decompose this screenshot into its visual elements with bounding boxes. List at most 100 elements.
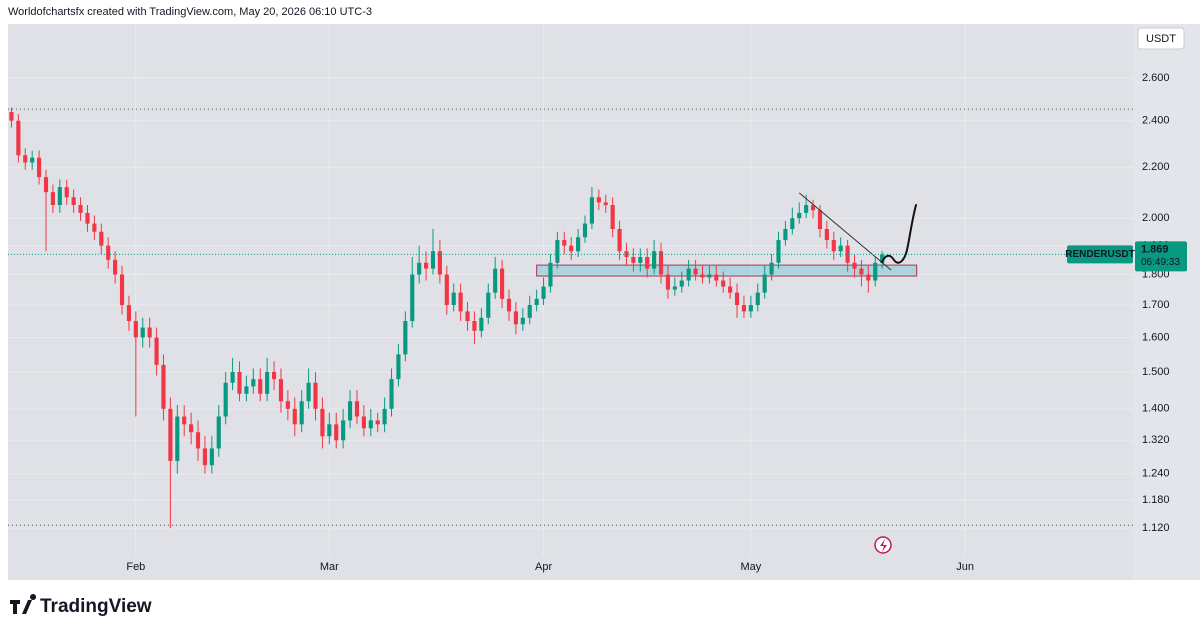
candle-body xyxy=(569,245,574,252)
candle-body xyxy=(368,420,373,429)
candle-body xyxy=(520,317,525,325)
candle-body xyxy=(728,286,733,293)
candle-body xyxy=(57,187,62,206)
countdown-label: 06:49:33 xyxy=(1141,257,1180,268)
candle-body xyxy=(707,274,712,278)
y-tick-label: 1.180 xyxy=(1142,494,1170,506)
candle-body xyxy=(244,386,249,394)
candle-body xyxy=(831,240,836,252)
candle-body xyxy=(810,205,816,211)
footer-logo xyxy=(10,594,37,614)
price-tag xyxy=(1135,241,1187,272)
y-tick-label: 1.800 xyxy=(1142,268,1170,280)
candle-body xyxy=(824,229,829,241)
candle-body xyxy=(258,379,263,394)
candle-body xyxy=(85,212,90,224)
candle-body xyxy=(693,268,698,275)
candle-body xyxy=(175,416,180,461)
candle-body xyxy=(389,379,394,409)
candle-body xyxy=(230,371,235,383)
candle-body xyxy=(341,420,346,441)
candle-body xyxy=(838,245,843,252)
candle-body xyxy=(119,274,125,306)
candle-body xyxy=(251,379,256,387)
candle-body xyxy=(133,321,138,338)
candle-body xyxy=(195,432,201,449)
candle-body xyxy=(382,408,387,425)
candle-body xyxy=(555,240,560,263)
candle-body xyxy=(16,120,21,156)
candle-body xyxy=(147,327,152,338)
candle-body xyxy=(576,237,581,252)
candle-body xyxy=(852,262,857,269)
candle-body xyxy=(617,229,622,252)
y-tick-label: 1.120 xyxy=(1142,522,1170,534)
candle-body xyxy=(783,229,788,241)
plot: 2.6002.4002.2002.0001.9001.8001.7001.600… xyxy=(8,24,1187,573)
candle-body xyxy=(202,448,208,466)
candle-body xyxy=(762,274,767,293)
candle-body xyxy=(741,305,747,312)
event-icon-bolt xyxy=(880,539,887,552)
candle-body xyxy=(714,274,719,281)
candle-body xyxy=(527,305,532,318)
candle-body xyxy=(790,218,795,230)
candle-body xyxy=(43,177,49,193)
hand-drawn-projection xyxy=(881,204,917,264)
candle-body xyxy=(209,448,214,466)
candle-body xyxy=(23,155,28,163)
candle-body xyxy=(189,424,194,433)
currency-button[interactable] xyxy=(1137,27,1185,50)
candle-body xyxy=(769,262,774,275)
candle-body xyxy=(410,274,415,322)
candle-body xyxy=(679,280,684,287)
candle-body xyxy=(506,298,512,312)
candle-body xyxy=(562,240,567,246)
candle-body xyxy=(755,292,760,306)
candle-body xyxy=(472,321,477,331)
candle-body xyxy=(458,292,463,312)
candle-body xyxy=(223,382,228,417)
candle-body xyxy=(161,364,166,409)
candle-body xyxy=(603,202,608,206)
candle-body xyxy=(320,408,325,437)
candle-body xyxy=(30,157,35,163)
currency-label[interactable]: USDT xyxy=(1146,33,1176,45)
candle-body xyxy=(582,223,588,238)
candle-body xyxy=(500,268,505,299)
candle-body xyxy=(237,371,242,394)
candle-body xyxy=(444,274,449,306)
price-axis xyxy=(1133,24,1200,580)
candle-body xyxy=(334,424,339,441)
candle-body xyxy=(797,212,802,219)
trendline xyxy=(798,192,892,271)
candle-body xyxy=(71,197,76,206)
candle-body xyxy=(182,416,187,425)
candle-body xyxy=(361,416,366,429)
candle-body xyxy=(113,259,118,275)
candle-body xyxy=(50,192,55,206)
candle-body xyxy=(638,256,643,263)
candle-body xyxy=(541,286,546,299)
candle-body xyxy=(271,371,277,380)
candle-body xyxy=(610,205,615,230)
y-tick-label: 1.240 xyxy=(1142,468,1170,480)
candle-body xyxy=(78,205,83,213)
candle-body xyxy=(285,401,290,409)
x-tick-label: Mar xyxy=(320,561,339,573)
candle-body xyxy=(306,382,311,402)
candle-body xyxy=(126,305,132,322)
candle-body xyxy=(375,420,380,425)
candle-body xyxy=(403,321,408,355)
candle-body xyxy=(859,268,864,275)
candle-body xyxy=(168,408,173,461)
candle-body xyxy=(9,111,14,121)
candle-body xyxy=(347,401,353,421)
candle-body xyxy=(437,251,442,275)
y-tick-label: 2.200 xyxy=(1142,161,1170,173)
candle-body xyxy=(672,286,677,290)
candle-body xyxy=(465,311,470,322)
y-tick-label: 1.400 xyxy=(1142,403,1170,415)
